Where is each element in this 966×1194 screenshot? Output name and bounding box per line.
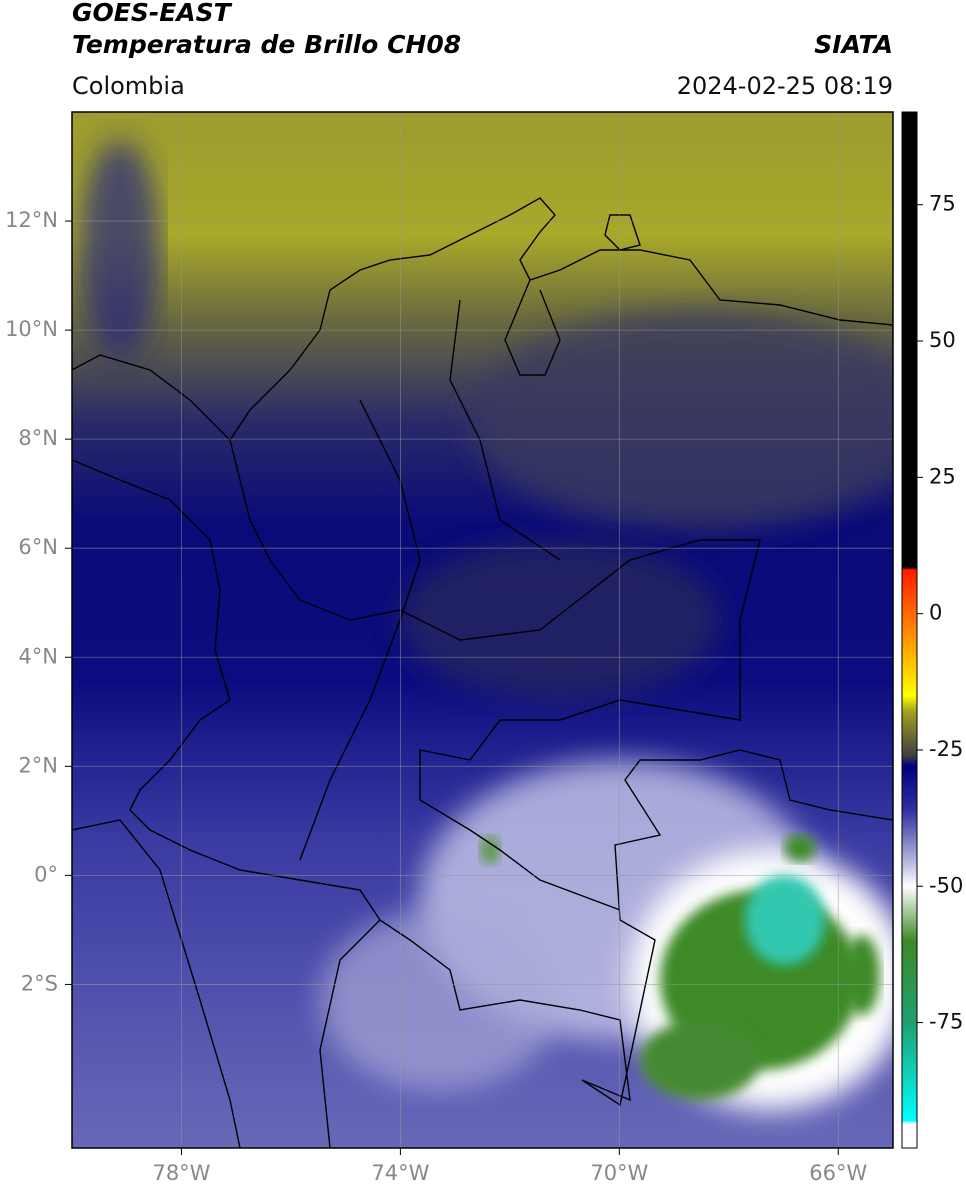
colorbar-tick-label: 25 bbox=[929, 464, 956, 488]
subtitle: Temperatura de Brillo CH08 bbox=[72, 30, 461, 59]
y-tick-label: 2°N bbox=[18, 753, 58, 777]
colorbar-tick-label: 75 bbox=[929, 192, 956, 216]
y-tick-label: 4°N bbox=[18, 644, 58, 668]
y-tick-label: 12°N bbox=[5, 208, 58, 232]
x-tick-label: 78°W bbox=[152, 1161, 210, 1185]
source: SIATA bbox=[814, 30, 893, 59]
y-tick-label: 2°S bbox=[21, 971, 58, 995]
y-tick-label: 6°N bbox=[18, 535, 58, 559]
x-tick-label: 74°W bbox=[371, 1161, 429, 1185]
title: GOES-EAST bbox=[72, 0, 233, 27]
colorbar-tick-label: -50 bbox=[929, 873, 963, 897]
satellite-image bbox=[72, 112, 893, 1148]
colorbar-tick-label: -25 bbox=[929, 737, 963, 761]
y-tick-label: 8°N bbox=[18, 426, 58, 450]
colorbar-tick-label: -75 bbox=[929, 1010, 963, 1034]
colorbar-tick-label: 50 bbox=[929, 328, 956, 352]
y-tick-label: 10°N bbox=[5, 317, 58, 341]
x-tick-label: 66°W bbox=[809, 1161, 867, 1185]
x-tick-label: 70°W bbox=[590, 1161, 648, 1185]
datetime: 2024-02-25 08:19 bbox=[677, 72, 893, 100]
y-tick-label: 0° bbox=[34, 862, 58, 886]
colorbar bbox=[901, 111, 918, 1149]
map-frame bbox=[71, 111, 894, 1149]
region: Colombia bbox=[72, 72, 185, 100]
colorbar-tick-label: 0 bbox=[929, 601, 942, 625]
